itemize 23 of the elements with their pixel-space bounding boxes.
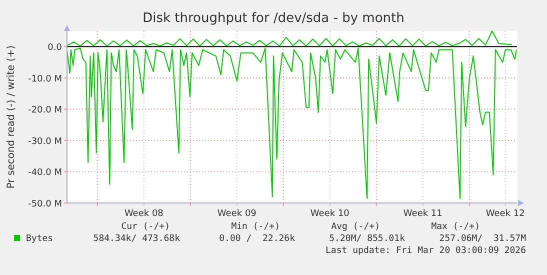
x-tick-label: Week 10 xyxy=(310,209,350,219)
text: Cur (-/+) xyxy=(121,222,170,232)
text: Max (-/+) xyxy=(431,222,480,232)
y-tick-label: -40.0 M xyxy=(28,168,62,178)
text: 5.20M/ 855.01k xyxy=(329,234,406,244)
y-axis-title: Pr second read (-) / write (+) xyxy=(6,45,17,189)
y-tick-label: -30.0 M xyxy=(28,136,62,147)
x-tick-label: Week 11 xyxy=(403,209,442,219)
legend-label: Bytes xyxy=(26,234,54,244)
x-tick-label: Week 08 xyxy=(124,209,164,219)
y-tick-label: 0.0 xyxy=(48,43,62,54)
text: 257.06M/ 31.57M xyxy=(439,234,527,244)
text: Avg (-/+) xyxy=(331,222,380,232)
text: Last update: Fri Mar 20 03:00:09 2026 xyxy=(326,246,526,256)
text: 0.00 / 22.26k xyxy=(219,234,296,244)
x-tick-label: Week 12 xyxy=(486,209,525,219)
y-tick-label: -10.0 M xyxy=(28,74,62,84)
text: Min (-/+) xyxy=(231,222,280,232)
text: 584.34k/ 473.68k xyxy=(93,234,181,244)
chart-title: Disk throughput for /dev/sda - by month xyxy=(142,11,404,26)
x-tick-label: Week 09 xyxy=(217,209,257,219)
y-tick-label: -20.0 M xyxy=(28,106,62,116)
y-tick-label: -50.0 M xyxy=(28,200,62,210)
